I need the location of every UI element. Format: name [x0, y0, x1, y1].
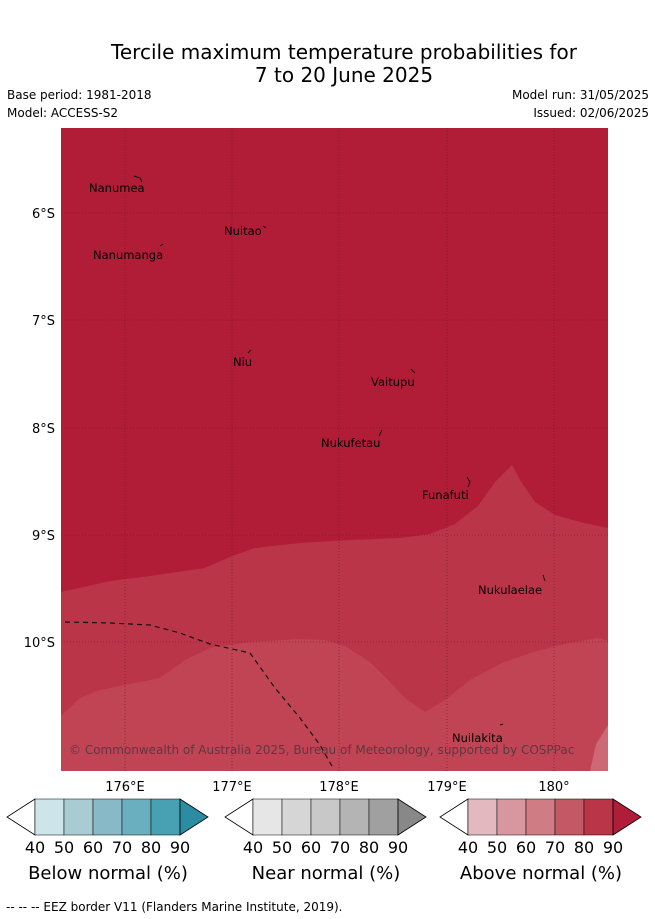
near-normal-swatch-under: [224, 798, 254, 836]
below-normal-swatch-4: [121, 798, 152, 836]
below-normal-swatch-2: [63, 798, 94, 836]
below-normal-tick-80: 80: [141, 838, 161, 857]
base-period: Base period: 1981-2018: [7, 88, 152, 102]
above-normal-swatch-1: [467, 798, 498, 836]
model-name: Model: ACCESS-S2: [7, 106, 119, 120]
above-normal-swatch-5: [583, 798, 614, 836]
title-line2: 7 to 20 June 2025: [254, 63, 434, 87]
near-normal-tick-70: 70: [330, 838, 350, 857]
place-niu: Niu: [233, 355, 252, 369]
lon-label-179e: 179°E: [427, 780, 467, 795]
below-normal-tick-60: 60: [83, 838, 103, 857]
near-normal-label: Near normal (%): [251, 863, 401, 884]
below-normal-swatch-over: [179, 798, 209, 836]
below-normal-tick-90: 90: [170, 838, 190, 857]
above-normal-swatch-2: [496, 798, 527, 836]
map-panel: Nanumea Nuitao Nanumanga Niu Vaitupu Nuk…: [61, 128, 608, 771]
place-vaitupu: Vaitupu: [371, 375, 415, 389]
below-normal-tick-40: 40: [25, 838, 45, 857]
below-normal-swatch-1: [34, 798, 65, 836]
near-normal-colorbar: 40 50 60 70 80 90: [224, 798, 427, 857]
place-funafuti: Funafuti: [422, 488, 469, 502]
place-nanumea: Nanumea: [89, 181, 145, 195]
lat-label-10s: 10°S: [24, 636, 55, 651]
above-normal-tick-90: 90: [603, 838, 623, 857]
above-normal-colorbar: 40 50 60 70 80 90: [439, 798, 642, 857]
place-nuitao: Nuitao: [224, 224, 262, 238]
graticule: [61, 128, 608, 771]
near-normal-tick-50: 50: [272, 838, 292, 857]
near-normal-tick-80: 80: [359, 838, 379, 857]
above-normal-swatch-3: [525, 798, 556, 836]
above-normal-tick-50: 50: [487, 838, 507, 857]
lon-label-180: 180°: [538, 780, 569, 795]
above-normal-tick-70: 70: [545, 838, 565, 857]
map-figure: Nanumea Nuitao Nanumanga Niu Vaitupu Nuk…: [24, 128, 608, 795]
eez-footer-note: -- -- -- EEZ border V11 (Flanders Marine…: [6, 900, 343, 914]
above-normal-swatch-over: [612, 798, 642, 836]
longitude-labels: 176°E 177°E 178°E 179°E 180°: [105, 780, 569, 795]
above-normal-label: Above normal (%): [459, 863, 623, 884]
near-normal-swatch-over: [397, 798, 427, 836]
lat-label-9s: 9°S: [32, 529, 55, 544]
above-normal-swatch-4: [554, 798, 585, 836]
below-normal-swatch-under: [6, 798, 36, 836]
near-normal-swatch-1: [252, 798, 283, 836]
below-normal-label: Below normal (%): [28, 863, 188, 884]
above-normal-tick-40: 40: [458, 838, 478, 857]
place-nukufetau: Nukufetau: [321, 436, 380, 450]
above-normal-60-region: [590, 725, 608, 771]
near-normal-swatch-5: [368, 798, 399, 836]
lat-label-8s: 8°S: [32, 422, 55, 437]
near-normal-tick-90: 90: [388, 838, 408, 857]
place-nuilakita: Nuilakita: [452, 731, 503, 745]
near-normal-swatch-2: [281, 798, 312, 836]
issued-date: Issued: 02/06/2025: [533, 106, 649, 120]
above-normal-70-region: [61, 638, 608, 771]
copyright-notice: © Commonwealth of Australia 2025, Bureau…: [69, 743, 574, 757]
lon-label-178e: 178°E: [319, 780, 359, 795]
place-nukulaelae: Nukulaelae: [478, 583, 542, 597]
map-title: Tercile maximum temperature probabilitie…: [0, 41, 655, 87]
below-normal-tick-50: 50: [54, 838, 74, 857]
latitude-labels: 6°S 7°S 8°S 9°S 10°S: [24, 207, 55, 651]
lat-label-7s: 7°S: [32, 314, 55, 329]
title-line1: Tercile maximum temperature probabilitie…: [111, 40, 577, 64]
above-normal-tick-80: 80: [574, 838, 594, 857]
colorbar-legend: 40 50 60 70 80 90 40 50 60 70 80 90 40 50 60 70 80 90: [6, 798, 642, 857]
place-nanumanga: Nanumanga: [93, 248, 163, 262]
lon-label-176e: 176°E: [105, 780, 145, 795]
near-normal-tick-60: 60: [301, 838, 321, 857]
model-run: Model run: 31/05/2025: [511, 88, 649, 102]
below-normal-swatch-3: [92, 798, 123, 836]
below-normal-tick-70: 70: [112, 838, 132, 857]
above-normal-tick-60: 60: [516, 838, 536, 857]
place-labels: Nanumea Nuitao Nanumanga Niu Vaitupu Nuk…: [89, 181, 542, 745]
lon-label-177e: 177°E: [212, 780, 252, 795]
eez-border: [64, 621, 334, 769]
island-outlines: [133, 175, 546, 726]
lat-label-6s: 6°S: [32, 207, 55, 222]
near-normal-swatch-4: [339, 798, 370, 836]
below-normal-swatch-5: [150, 798, 181, 836]
below-normal-colorbar: 40 50 60 70 80 90: [6, 798, 209, 857]
above-normal-swatch-under: [439, 798, 469, 836]
near-normal-swatch-3: [310, 798, 341, 836]
near-normal-tick-40: 40: [243, 838, 263, 857]
